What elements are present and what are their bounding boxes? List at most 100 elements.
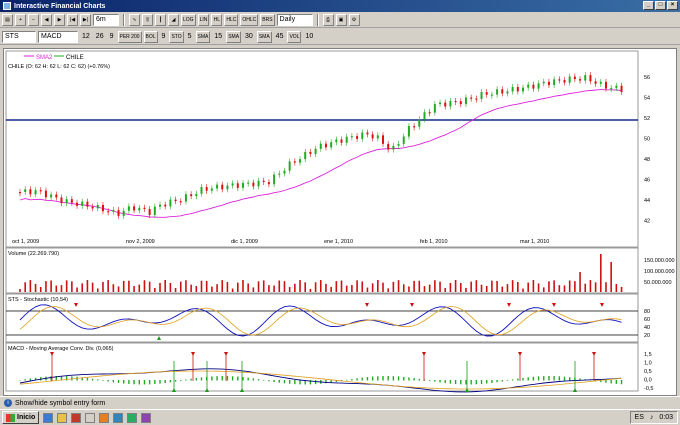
bar-size-select[interactable]: 6m (93, 13, 119, 26)
candle-body (470, 97, 473, 99)
new-chart-icon[interactable]: ▤ (2, 13, 13, 26)
volume-bar (589, 280, 592, 292)
macd-hist-bar (133, 380, 135, 385)
maximize-button[interactable]: □ (655, 1, 666, 10)
excel-icon[interactable] (127, 412, 138, 423)
sma2-period[interactable]: 30 (245, 33, 253, 40)
macd-hist-bar (81, 377, 83, 381)
sma1-period[interactable]: 15 (214, 33, 223, 40)
print-icon[interactable]: ⎙ (322, 13, 334, 26)
macd-hist-bar (356, 378, 358, 381)
window-icon[interactable] (85, 412, 96, 423)
volume-bar (428, 284, 431, 292)
word-icon[interactable] (113, 412, 124, 423)
symbol-legend-label: CHILE (66, 55, 84, 61)
info-icon[interactable]: i (4, 399, 12, 407)
candles-group (19, 72, 623, 219)
language-indicator[interactable]: ES (634, 414, 644, 421)
zoom-out-icon[interactable]: − (28, 13, 39, 26)
first-icon[interactable]: |◀ (67, 13, 78, 26)
settings-icon[interactable]: ⚙ (348, 13, 360, 26)
folder-icon[interactable] (57, 412, 68, 423)
volume-bar (558, 285, 561, 292)
sma2-button[interactable]: SMA (226, 30, 242, 43)
status-bar: i Show/hide symbol entry form (0, 396, 680, 409)
lin-button[interactable]: LIN (197, 13, 210, 26)
macd-hist-bar (548, 376, 550, 381)
vol-period[interactable]: 10 (305, 33, 314, 40)
candle-body (143, 207, 146, 210)
divider (123, 13, 125, 26)
macd-signal-line (19, 370, 622, 390)
sto-period[interactable]: 5 (187, 33, 192, 40)
hl-button[interactable]: HL (211, 13, 223, 26)
boll-period[interactable]: 9 (161, 33, 166, 40)
window-titlebar: Interactive Financial Charts _ □ × (0, 0, 680, 12)
macd-hist-bar (496, 380, 498, 383)
indicator-select[interactable]: MACD (38, 30, 78, 43)
app-icon[interactable] (141, 412, 152, 423)
macd-hist-bar (19, 380, 21, 381)
start-label: Inicio (17, 414, 36, 421)
bar-chart-icon[interactable]: ⫼ (142, 13, 153, 26)
candle-body (563, 80, 566, 83)
candle-body (397, 143, 400, 146)
volume-bar (65, 280, 68, 292)
close-button[interactable]: × (667, 1, 678, 10)
volume-bar (29, 280, 32, 292)
macd-tick-label: 0,0 (644, 378, 652, 384)
macd-param-1[interactable]: 12 (82, 33, 90, 40)
candle-body (200, 187, 203, 194)
speaker-icon[interactable]: ♪ (649, 414, 654, 421)
boll-button[interactable]: BOL (143, 30, 158, 43)
firefox-icon[interactable] (99, 412, 110, 423)
candle-body (252, 182, 255, 187)
ie-icon[interactable] (43, 412, 54, 423)
macd-hist-bar (159, 380, 161, 384)
volume-bar (102, 281, 104, 292)
line-chart-icon[interactable]: ∿ (129, 13, 140, 26)
macd-hist-bar (470, 380, 472, 385)
pdf-icon[interactable] (71, 412, 82, 423)
pan-right-icon[interactable]: ▶ (54, 13, 65, 26)
sto-button[interactable]: STO (169, 30, 184, 43)
volume-bar (179, 281, 182, 292)
sto-k-line (19, 304, 622, 337)
vol-button[interactable]: VOL (287, 30, 302, 43)
symbol-input[interactable]: STS (2, 30, 36, 43)
zoom-in-icon[interactable]: + (15, 13, 26, 26)
save-icon[interactable]: ▣ (335, 13, 347, 26)
macd-hist-bar (29, 378, 32, 381)
start-button[interactable]: Inicio (2, 411, 40, 424)
interval-select[interactable]: Daily (276, 13, 313, 26)
chart-svg[interactable]: SMA2 CHILE CHILE (O: 62 H: 62 L: 62 C: 6… (4, 49, 676, 395)
last-icon[interactable]: ▶| (80, 13, 91, 26)
sma1-button[interactable]: SMA (195, 30, 211, 43)
macd-buy-marker (465, 388, 469, 392)
macd-hist-bar (231, 376, 234, 381)
macd-hist-bar (397, 376, 400, 381)
log-button[interactable]: LOG (181, 13, 196, 26)
volume-bar (594, 282, 597, 292)
candle-chart-icon[interactable]: ┃ (155, 13, 166, 26)
ohlc-button[interactable]: OHLC (240, 13, 259, 26)
per-button[interactable]: PER 200 (117, 30, 142, 43)
minimize-button[interactable]: _ (643, 1, 654, 10)
macd-sell-marker (50, 352, 54, 356)
pan-left-icon[interactable]: ◀ (41, 13, 52, 26)
area-chart-icon[interactable]: ◢ (168, 13, 179, 26)
hlc-button[interactable]: HLC (224, 13, 239, 26)
sma3-period[interactable]: 45 (275, 33, 284, 40)
volume-bar (491, 280, 493, 292)
x-axis-label: ene 1, 2010 (324, 239, 353, 245)
macd-param-2[interactable]: 26 (95, 33, 104, 40)
macd-hist-bar (589, 380, 592, 381)
sma3-button[interactable]: SMA (256, 30, 272, 43)
volume-bar (506, 284, 509, 292)
status-text[interactable]: Show/hide symbol entry form (15, 399, 106, 407)
macd-hist-bar (185, 379, 187, 381)
clock: 0:03 (659, 414, 673, 421)
chart-area[interactable]: SMA2 CHILE CHILE (O: 62 H: 62 L: 62 C: 6… (3, 48, 677, 396)
brs-button[interactable]: BRS (260, 13, 275, 26)
macd-param-3[interactable]: 9 (109, 33, 114, 40)
